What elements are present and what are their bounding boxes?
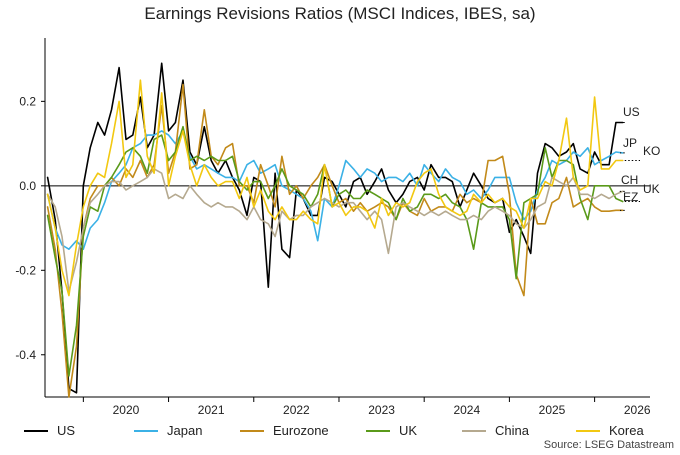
end-labels: US JP KO CH UK EZ: [618, 105, 660, 211]
legend-label-japan: Japan: [167, 423, 202, 438]
end-label-ko: KO: [643, 144, 660, 158]
legend-label-eurozone: Eurozone: [273, 423, 329, 438]
end-label-jp: JP: [623, 136, 637, 150]
y-tick-label: -0.2: [15, 263, 36, 277]
legend-label-korea: Korea: [609, 423, 644, 438]
series-line-us: [46, 62, 624, 394]
source-note: Source: LSEG Datastream: [544, 439, 674, 451]
series-layer: [46, 62, 624, 398]
end-label-us: US: [623, 105, 640, 119]
series-line-eurozone: [46, 83, 624, 398]
axes: 0.2 0.0 -0.2 -0.4 2020 2021 2022 2023 2024 2025 20…: [15, 38, 651, 417]
x-tick-label: 2024: [453, 403, 480, 417]
y-tick-label: 0.2: [19, 94, 36, 108]
series-line-korea: [46, 79, 624, 297]
end-label-uk: UK: [643, 182, 660, 196]
x-tick-label: 2020: [113, 403, 140, 417]
legend-label-uk: UK: [399, 423, 417, 438]
legend: US Japan Eurozone UK China Korea: [24, 423, 644, 438]
x-tick-label: 2022: [283, 403, 310, 417]
y-tick-label: 0.0: [19, 179, 36, 193]
end-label-ch: CH: [621, 173, 638, 187]
y-tick-label: -0.4: [15, 348, 36, 362]
x-tick-label: 2025: [539, 403, 566, 417]
x-tick-label: 2023: [368, 403, 395, 417]
series-line-uk: [46, 125, 624, 377]
chart-title: Earnings Revisions Ratios (MSCI Indices,…: [144, 4, 535, 23]
legend-label-us: US: [57, 423, 75, 438]
x-tick-label: 2026: [624, 403, 651, 417]
x-tick-label: 2021: [198, 403, 225, 417]
legend-label-china: China: [495, 423, 530, 438]
end-label-ez: EZ: [623, 190, 638, 204]
